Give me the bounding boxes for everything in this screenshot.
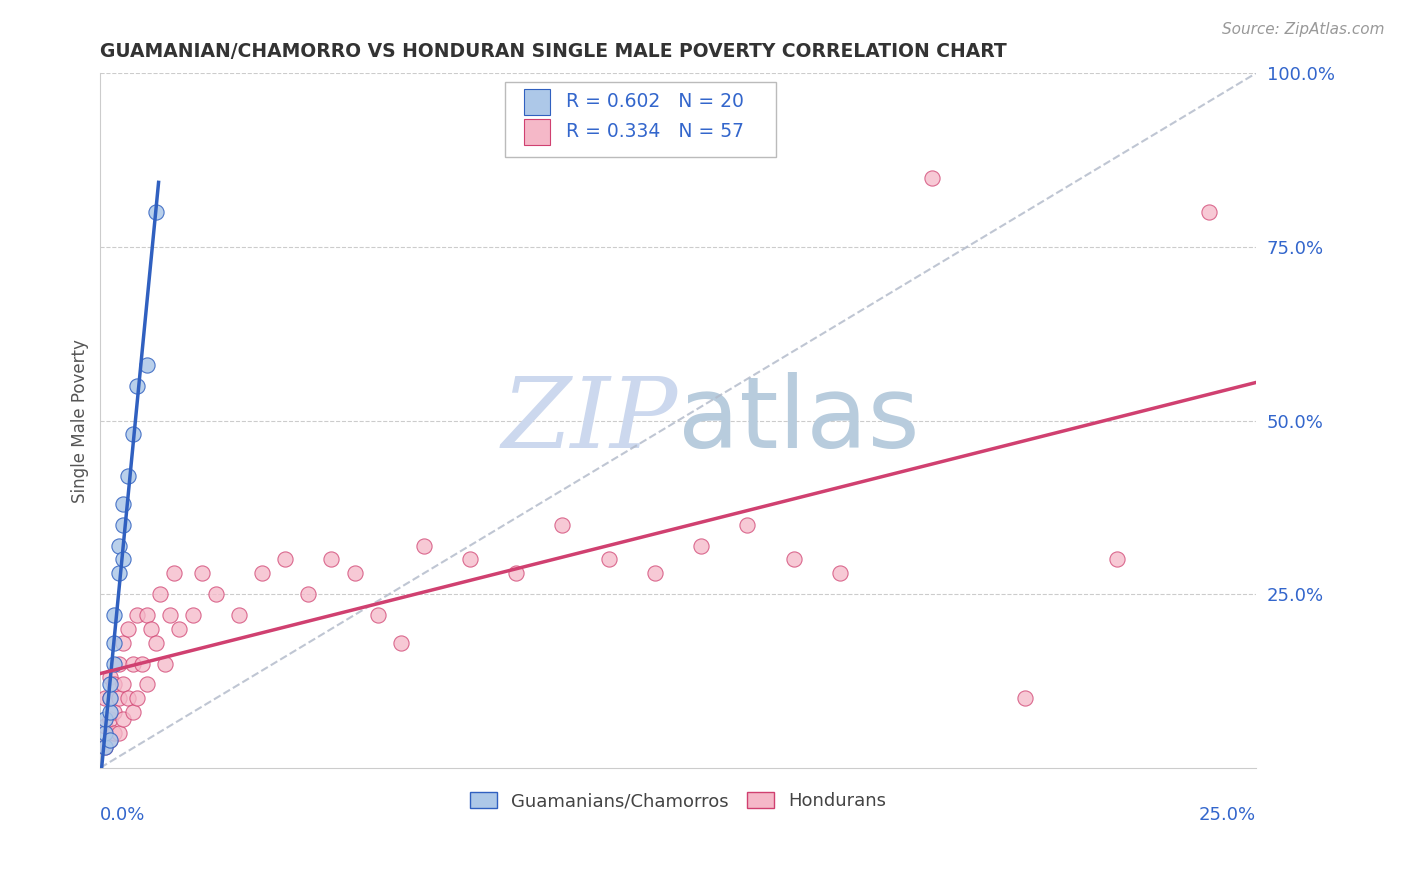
- Point: [551, 517, 574, 532]
- Point: [828, 566, 851, 581]
- Point: [98, 733, 121, 747]
- Point: [121, 657, 143, 671]
- Point: [94, 712, 117, 726]
- Point: [112, 552, 135, 566]
- FancyBboxPatch shape: [524, 88, 550, 115]
- Point: [94, 739, 117, 754]
- Point: [1014, 691, 1036, 706]
- Point: [389, 636, 412, 650]
- Text: GUAMANIAN/CHAMORRO VS HONDURAN SINGLE MALE POVERTY CORRELATION CHART: GUAMANIAN/CHAMORRO VS HONDURAN SINGLE MA…: [100, 42, 1007, 61]
- Point: [127, 691, 149, 706]
- Point: [181, 607, 204, 622]
- Point: [98, 733, 121, 747]
- Point: [108, 726, 131, 740]
- Point: [644, 566, 666, 581]
- Point: [343, 566, 366, 581]
- Point: [103, 726, 125, 740]
- Point: [112, 636, 135, 650]
- Point: [121, 705, 143, 719]
- Point: [135, 607, 157, 622]
- Point: [153, 657, 176, 671]
- Point: [228, 607, 250, 622]
- Point: [108, 539, 131, 553]
- Point: [112, 677, 135, 691]
- Point: [117, 469, 139, 483]
- Point: [367, 607, 389, 622]
- Text: 25.0%: 25.0%: [1198, 805, 1256, 824]
- Point: [98, 670, 121, 684]
- Y-axis label: Single Male Poverty: Single Male Poverty: [72, 339, 89, 502]
- Point: [98, 705, 121, 719]
- Point: [163, 566, 186, 581]
- Point: [108, 657, 131, 671]
- Point: [412, 539, 434, 553]
- Point: [117, 622, 139, 636]
- Point: [103, 705, 125, 719]
- Text: R = 0.334   N = 57: R = 0.334 N = 57: [567, 122, 744, 141]
- Point: [127, 607, 149, 622]
- Point: [191, 566, 214, 581]
- Point: [458, 552, 481, 566]
- Point: [112, 497, 135, 511]
- Point: [145, 636, 167, 650]
- Point: [131, 657, 153, 671]
- Point: [117, 691, 139, 706]
- Text: Source: ZipAtlas.com: Source: ZipAtlas.com: [1222, 22, 1385, 37]
- Text: R = 0.602   N = 20: R = 0.602 N = 20: [567, 93, 744, 112]
- Point: [94, 726, 117, 740]
- Point: [141, 622, 163, 636]
- Point: [98, 691, 121, 706]
- Point: [94, 691, 117, 706]
- Point: [98, 677, 121, 691]
- Point: [149, 587, 172, 601]
- FancyBboxPatch shape: [524, 119, 550, 145]
- Point: [274, 552, 297, 566]
- Point: [98, 712, 121, 726]
- Point: [297, 587, 319, 601]
- Point: [321, 552, 343, 566]
- Point: [1198, 205, 1220, 219]
- Text: 0.0%: 0.0%: [100, 805, 146, 824]
- Point: [737, 517, 759, 532]
- Point: [159, 607, 181, 622]
- Point: [205, 587, 228, 601]
- Point: [121, 427, 143, 442]
- Point: [250, 566, 273, 581]
- Point: [103, 657, 125, 671]
- Legend: Guamanians/Chamorros, Hondurans: Guamanians/Chamorros, Hondurans: [463, 785, 894, 818]
- Point: [505, 566, 527, 581]
- Point: [145, 205, 167, 219]
- Point: [112, 517, 135, 532]
- Point: [94, 739, 117, 754]
- Point: [135, 677, 157, 691]
- Point: [103, 636, 125, 650]
- Text: ZIP: ZIP: [502, 373, 678, 468]
- Point: [1105, 552, 1128, 566]
- Point: [782, 552, 804, 566]
- Point: [127, 379, 149, 393]
- Point: [112, 712, 135, 726]
- Point: [103, 607, 125, 622]
- Point: [135, 358, 157, 372]
- Point: [94, 719, 117, 733]
- FancyBboxPatch shape: [505, 82, 776, 157]
- Point: [103, 677, 125, 691]
- Point: [690, 539, 713, 553]
- Text: atlas: atlas: [678, 372, 920, 469]
- Point: [598, 552, 620, 566]
- Point: [108, 566, 131, 581]
- Point: [167, 622, 190, 636]
- Point: [921, 170, 943, 185]
- Point: [108, 691, 131, 706]
- Point: [98, 691, 121, 706]
